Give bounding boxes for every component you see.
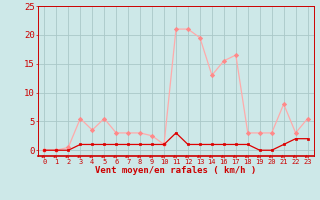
X-axis label: Vent moyen/en rafales ( km/h ): Vent moyen/en rafales ( km/h ) bbox=[95, 166, 257, 175]
